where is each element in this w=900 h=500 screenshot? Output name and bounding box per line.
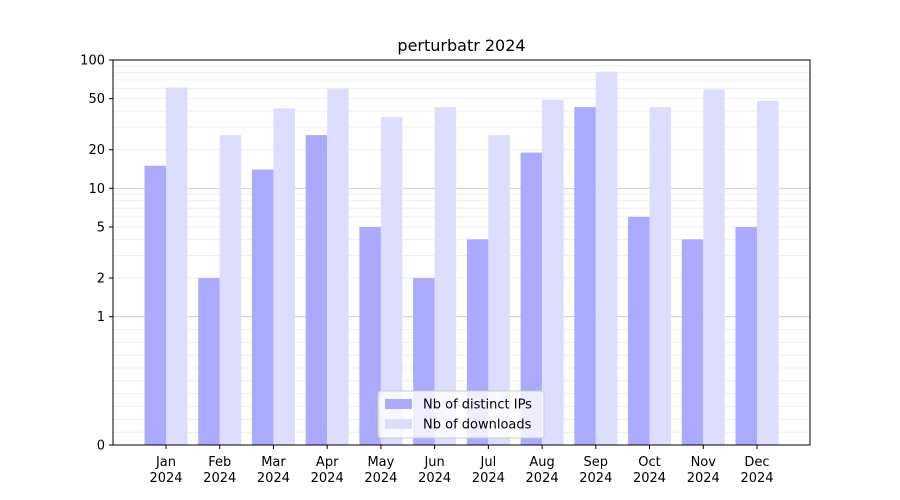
- legend-swatch: [385, 419, 412, 429]
- y-tick-label: 1: [97, 310, 105, 325]
- x-tick-label: Jun: [423, 455, 444, 470]
- x-tick-label: Jan: [155, 455, 176, 470]
- legend: Nb of distinct IPs Nb of downloads: [377, 390, 545, 439]
- legend-box: [377, 390, 545, 439]
- bar-downloads: [649, 107, 672, 446]
- bar-distinct-ips: [359, 226, 381, 445]
- bar-distinct-ips: [681, 239, 704, 445]
- bar-downloads: [219, 135, 242, 445]
- x-tick-label: Dec: [744, 455, 769, 470]
- bar-distinct-ips: [251, 169, 274, 445]
- x-tick-label: Feb: [208, 455, 231, 470]
- bar-distinct-ips: [628, 216, 650, 445]
- y-tick-label: 20: [88, 143, 105, 158]
- x-tick-label: 2024: [740, 471, 773, 486]
- x-tick-label: 2024: [472, 471, 505, 486]
- bar-downloads: [327, 88, 349, 446]
- x-tick-label: Apr: [316, 455, 339, 470]
- bar-downloads: [434, 107, 457, 446]
- x-tick-label: 2024: [149, 471, 182, 486]
- x-tick-label: 2024: [579, 471, 612, 486]
- x-tick-label: 2024: [203, 471, 236, 486]
- bar-downloads: [488, 135, 510, 445]
- x-tick-label: 2024: [418, 471, 451, 486]
- x-tick-label: Oct: [638, 455, 660, 470]
- x-tick-label: Nov: [691, 455, 717, 470]
- x-tick-label: 2024: [364, 471, 397, 486]
- x-tick-label: 2024: [311, 471, 344, 486]
- legend-label: Nb of distinct IPs: [423, 398, 532, 413]
- y-tick-label: 10: [88, 182, 105, 197]
- bar-downloads: [757, 100, 779, 445]
- x-tick-label: Aug: [529, 455, 554, 470]
- bar-downloads: [166, 87, 188, 445]
- y-tick-label: 100: [80, 54, 105, 69]
- bar-distinct-ips: [574, 107, 596, 446]
- y-tick-label: 0: [97, 439, 105, 454]
- x-tick-label: Jul: [480, 455, 497, 470]
- x-tick-label: Mar: [261, 455, 286, 470]
- bars: [144, 71, 779, 446]
- x-tick-label: 2024: [687, 471, 720, 486]
- bar-downloads: [703, 89, 725, 446]
- bar-downloads: [542, 99, 564, 445]
- legend-label: Nb of downloads: [423, 418, 532, 433]
- bar-distinct-ips: [198, 278, 220, 445]
- y-tick-label: 2: [97, 272, 105, 287]
- x-tick-label: 2024: [633, 471, 666, 486]
- bar-distinct-ips: [144, 165, 166, 445]
- bar-distinct-ips: [520, 152, 543, 446]
- bar-distinct-ips: [305, 135, 328, 445]
- y-axis: 0 1 2 5 10 20 50 100: [80, 54, 113, 454]
- bar-distinct-ips: [735, 226, 757, 445]
- x-tick-label: 2024: [526, 471, 559, 486]
- y-tick-label: 50: [88, 92, 105, 107]
- y-tick-label: 5: [97, 220, 105, 235]
- legend-swatch: [385, 399, 412, 409]
- chart-title: perturbatr 2024: [397, 36, 525, 55]
- bar-downloads: [273, 108, 295, 446]
- x-tick-label: Sep: [584, 455, 609, 470]
- x-tick-label: 2024: [257, 471, 290, 486]
- x-axis: Jan2024Feb2024Mar2024Apr2024May2024Jun20…: [149, 445, 774, 486]
- plot-frame: [112, 59, 811, 446]
- bar-downloads: [380, 116, 403, 446]
- x-tick-label: May: [367, 455, 394, 470]
- bar-downloads: [595, 71, 618, 446]
